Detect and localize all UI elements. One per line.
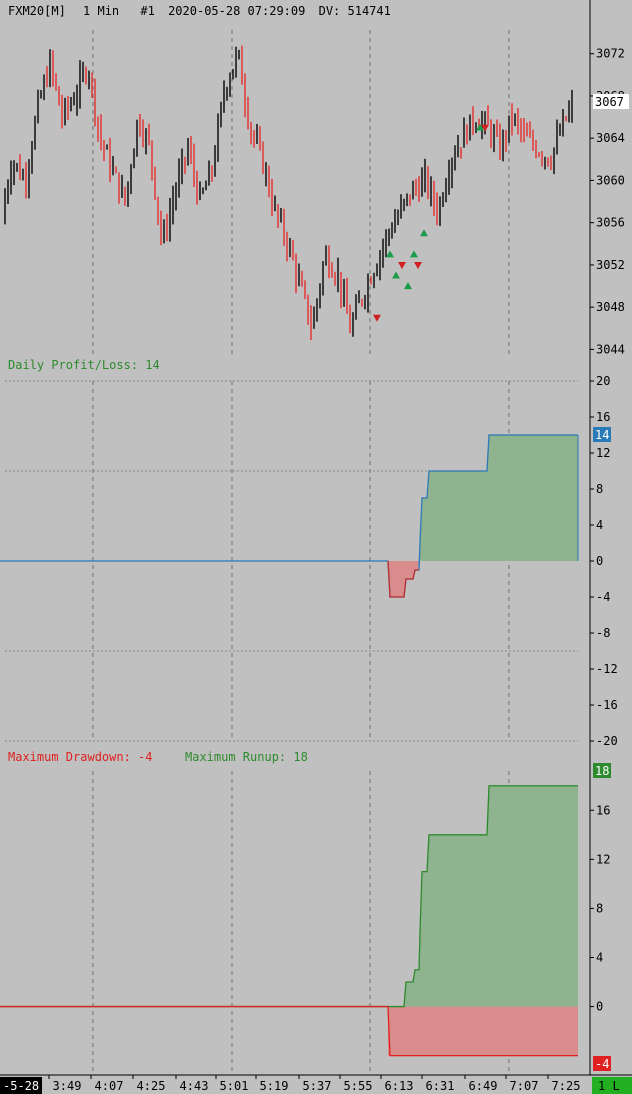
interval-label: 1 Min: [83, 4, 119, 18]
pl-axis-tick-label: -12: [596, 662, 618, 676]
price-axis-tick-label: 3056: [596, 216, 625, 230]
pl-axis-tick-label: -20: [596, 734, 618, 748]
drawdown-badge: [593, 1056, 611, 1071]
time-axis-label: 4:25: [137, 1079, 166, 1093]
runup-badge: [593, 763, 611, 778]
price-axis-tick-label: 3060: [596, 173, 625, 187]
pl-axis-tick-label: 20: [596, 374, 610, 388]
time-axis-label: 5:19: [260, 1079, 289, 1093]
pl-positive-area: [420, 435, 578, 561]
time-axis-label: 6:13: [385, 1079, 414, 1093]
time-axis-label: 5:37: [303, 1079, 332, 1093]
time-axis-label: 6:31: [426, 1079, 455, 1093]
pl-axis-tick-label: -16: [596, 698, 618, 712]
pl-negative-area: [388, 561, 420, 597]
runup-badge-label: 18: [595, 764, 609, 778]
pl-axis-tick-label: 16: [596, 410, 610, 424]
dd-axis-tick-label: 12: [596, 852, 610, 866]
trade-marker-icon: [481, 124, 489, 132]
dd-axis-tick-label: 16: [596, 803, 610, 817]
trade-marker-icon: [373, 314, 381, 322]
price-axis-tick-label: 3064: [596, 131, 625, 145]
dd-axis-tick-label: 0: [596, 1000, 603, 1014]
trade-marker-icon: [386, 250, 394, 258]
pl-axis-tick-label: 12: [596, 446, 610, 460]
trade-marker-icon: [392, 271, 400, 279]
max-drawdown-title: Maximum Drawdown: -4: [8, 750, 153, 764]
pl-axis-tick-label: 8: [596, 482, 603, 496]
time-axis-label: 3:49: [53, 1079, 82, 1093]
datetime-label: 2020-05-28 07:29:09: [168, 4, 305, 18]
trade-marker-icon: [420, 229, 428, 237]
pl-axis-tick-label: 0: [596, 554, 603, 568]
position-badge[interactable]: [592, 1077, 632, 1094]
trade-marker-icon: [414, 261, 422, 269]
date-badge: [0, 1077, 42, 1094]
runup-area: [404, 785, 578, 1007]
chart-number-label: #1: [140, 4, 154, 18]
drawdown-area: [388, 1006, 578, 1056]
last-price-badge: [593, 94, 629, 109]
pl-value-badge: [593, 427, 611, 442]
price-axis-tick-label: 3072: [596, 47, 625, 61]
drawdown-runup-area: [0, 785, 578, 1057]
time-axis-label: 5:55: [344, 1079, 373, 1093]
trade-marker-icon: [476, 123, 484, 131]
pl-value-badge-label: 14: [595, 428, 609, 442]
time-axis-label: 4:43: [180, 1079, 209, 1093]
position-badge-label: 1 L: [598, 1079, 620, 1093]
runup-line: [0, 785, 578, 1008]
dv-label: DV: 514741: [319, 4, 391, 18]
trade-marker-icon: [404, 282, 412, 290]
dd-axis-tick-label: 8: [596, 901, 603, 915]
dd-axis-tick-label: 4: [596, 950, 603, 964]
time-axis-label: 7:07: [510, 1079, 539, 1093]
symbol-label: FXM20[M]: [8, 4, 66, 18]
time-axis-label: 6:49: [469, 1079, 498, 1093]
pl-negative-line: [387, 560, 419, 598]
drawdown-badge-label: -4: [595, 1057, 609, 1071]
price-axis-tick-label: 3052: [596, 258, 625, 272]
time-axis: 3:49 4:07 4:25 4:43 5:01 5:19 5:37 5:55 6:13 6:31…: [48, 1075, 581, 1093]
trade-marker-icon: [410, 250, 418, 258]
pl-axis-tick-label: -4: [596, 590, 610, 604]
daily-pl-title: Daily Profit/Loss: 14: [8, 358, 160, 372]
date-badge-label: -5-28: [3, 1079, 39, 1093]
price-axis-tick-label: 3044: [596, 342, 625, 356]
pl-axis-tick-label: -8: [596, 626, 610, 640]
time-axis-label: 7:25: [552, 1079, 581, 1093]
max-runup-title: Maximum Runup: 18: [185, 750, 308, 764]
price-candles: [4, 45, 573, 341]
chart-header: FXM20[M] 1 Min #1 2020-05-28 07:29:09 DV…: [8, 4, 391, 18]
drawdown-line: [0, 1005, 578, 1057]
price-axis-tick-label: 3048: [596, 300, 625, 314]
pl-axis-tick-label: 4: [596, 518, 603, 532]
time-axis-label: 5:01: [220, 1079, 249, 1093]
last-price-badge-label: 3067: [595, 95, 624, 109]
time-axis-label: 4:07: [95, 1079, 124, 1093]
trade-marker-icon: [398, 261, 406, 269]
profit-loss-area: [0, 434, 579, 598]
trade-markers: [373, 123, 489, 322]
